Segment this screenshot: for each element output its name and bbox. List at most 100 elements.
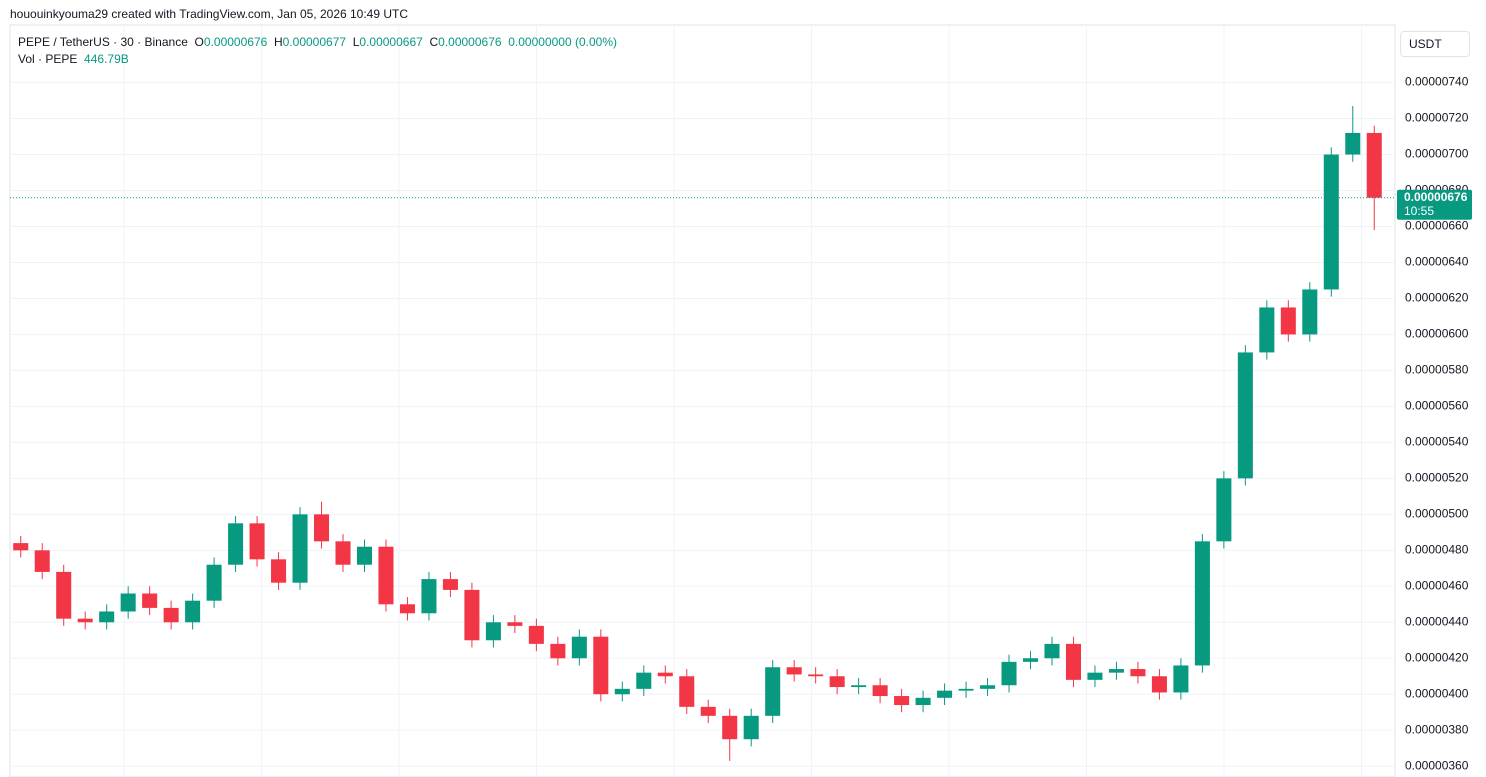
symbol: PEPE / TetherUS · 30 · Binance [18,35,188,49]
y-tick-label: 0.00000600 [1405,327,1469,341]
candle-body [442,579,458,590]
candle-body [722,715,738,740]
candle-body [185,600,201,623]
candle-body [1259,307,1275,353]
y-tick-label: 0.00000620 [1405,291,1469,305]
y-tick-label: 0.00000360 [1405,758,1469,772]
symbol-legend: PEPE / TetherUS · 30 · Binance O0.000006… [18,35,617,49]
y-tick-label: 0.00000520 [1405,471,1469,485]
attribution: hououinkyouma29 created with TradingView… [10,7,409,21]
candle-body [636,672,652,689]
price-tag-value: 0.00000676 [1404,190,1468,204]
candle-body [271,559,287,583]
candle-body [1044,643,1060,659]
candle-body [1087,672,1103,680]
y-tick-label: 0.00000640 [1405,255,1469,269]
candle-body [314,514,330,542]
candle-body [1194,541,1210,666]
y-tick-label: 0.00000380 [1405,722,1469,736]
candle-body [915,697,931,706]
candle-body [464,589,480,641]
candle-body [378,546,394,605]
y-tick-label: 0.00000660 [1405,219,1469,233]
candle-body [77,618,93,623]
candle-body [829,676,845,688]
candle-body [958,688,974,691]
c-label: C [429,35,439,49]
candle-body [421,579,437,614]
candle-body [1108,669,1124,673]
h-value: 0.00000677 [282,35,347,49]
candle-body [356,546,373,565]
y-tick-label: 0.00000480 [1405,542,1469,556]
y-tick-label: 0.00000440 [1405,614,1469,628]
y-tick-label: 0.00000580 [1405,363,1469,377]
candle-body [120,593,136,612]
y-tick-label: 0.00000700 [1405,147,1469,161]
candle-body [206,564,222,601]
price-tag [1397,189,1472,220]
candle-body [1302,289,1318,335]
y-tick-label: 0.00000560 [1405,399,1469,413]
candle-body [1173,665,1189,693]
candle-body [56,571,72,619]
plot-frame [9,24,1396,777]
c-value: 0.00000676 [438,35,502,49]
y-tick-label: 0.00000740 [1405,75,1469,89]
candle-body [399,604,415,614]
candle-body [786,667,802,675]
candle-body [1237,352,1253,479]
l-value: 0.00000667 [359,35,423,49]
candle-body [894,696,910,706]
candle-body [765,667,781,716]
o-value: 0.00000676 [203,35,268,49]
candle-body [1130,669,1146,677]
h-label: H [273,35,283,49]
candle-body [743,715,759,740]
candle-body [937,690,953,698]
y-tick-label: 0.00000500 [1405,507,1469,521]
candle-body [13,543,29,551]
candle-body [700,706,716,716]
candle-body [335,541,351,565]
candle-body [34,550,50,572]
candle-body [593,636,609,695]
candle-body [571,636,587,659]
candle-body [1280,307,1296,335]
vol-value: 446.79B [84,52,129,66]
candle-body [485,622,501,641]
y-tick-label: 0.00000460 [1405,578,1469,592]
y-tick-label: 0.00000720 [1405,111,1469,125]
candle-body [292,514,308,583]
candle-body [980,685,996,689]
candle-body [1366,132,1382,198]
candle-body [872,685,888,697]
candle-body [550,643,566,659]
candle-body [249,523,265,560]
y-tick-label: 0.00000420 [1405,650,1469,664]
currency-button[interactable]: USDT [1400,31,1470,57]
candle-body [528,625,544,644]
change: 0.00000000 (0.00%) [508,35,617,49]
candle-body [99,611,115,623]
candle-body [142,593,158,608]
candle-body [1022,658,1039,662]
candle-body [228,523,244,565]
candle-body [657,672,673,677]
candle-body [507,622,523,626]
candle-body [1151,676,1167,693]
candle-body [1323,154,1339,290]
candle-body [1001,661,1017,686]
candle-body [1216,478,1232,542]
candle-body [614,688,630,695]
volume-legend: Vol · PEPE 446.79B [18,52,129,66]
vol-label: Vol · PEPE [18,52,78,66]
candle-body [1345,132,1361,155]
l-label: L [352,35,360,49]
candle-body [1065,643,1081,680]
candle-body [679,676,695,707]
candle-body [851,685,867,688]
